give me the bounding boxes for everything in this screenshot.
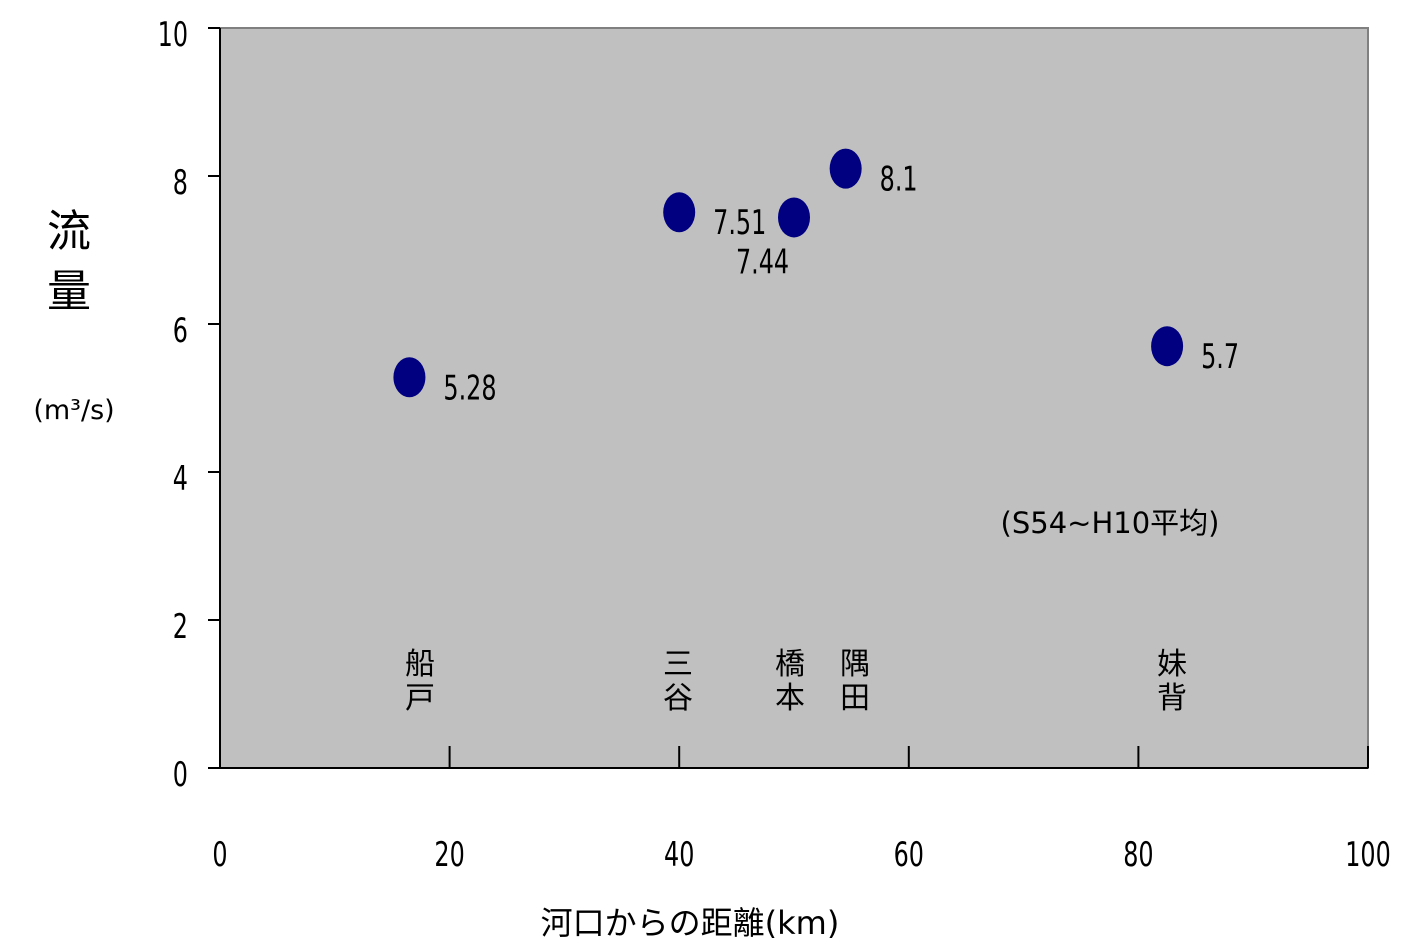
tick-labels: 0 20 40 60 80 100 0 2 4 6 8 10 — [158, 16, 1391, 875]
station-label-char: 隅 — [840, 647, 870, 682]
plot-area — [219, 27, 1369, 769]
x-tick-label: 100 — [1345, 836, 1391, 875]
station-label-char: 田 — [840, 681, 870, 716]
x-tick-label: 80 — [1123, 836, 1153, 875]
station-label-char: 谷 — [663, 681, 693, 716]
station-label-char: 背 — [1157, 681, 1187, 716]
data-label: 8.1 — [880, 160, 918, 199]
station-label-char: 本 — [775, 681, 805, 716]
y-tick-label: 6 — [173, 312, 188, 351]
station-label-char: 三 — [663, 647, 693, 682]
data-point — [778, 197, 810, 238]
station-label-char: 戸 — [405, 681, 435, 716]
y-axis-unit: (m³/s) — [33, 395, 115, 426]
data-point — [829, 148, 862, 189]
x-tick-label: 20 — [434, 836, 464, 875]
data-label: 5.28 — [443, 369, 496, 408]
y-tick-label: 8 — [173, 164, 188, 203]
data-label: 7.51 — [713, 204, 766, 243]
data-point — [1151, 326, 1184, 367]
data-point — [393, 357, 426, 398]
x-tick-label: 0 — [212, 836, 227, 875]
data-labels: 5.28 7.517.44 8.1 5.7 — [443, 160, 1239, 408]
y-axis-title: 流量 — [47, 206, 91, 317]
data-point — [663, 192, 696, 233]
data-label: 5.7 — [1201, 338, 1239, 377]
y-tick-label: 2 — [173, 608, 188, 647]
station-label-char: 橋 — [775, 647, 805, 682]
data-label: 7.44 — [736, 243, 789, 282]
station-label-char: 船 — [405, 647, 435, 682]
axes — [208, 27, 1369, 769]
x-tick-label: 40 — [664, 836, 694, 875]
x-axis-title: 河口からの距離(km) — [540, 904, 840, 942]
station-label-char: 妹 — [1157, 647, 1187, 682]
data-points — [393, 148, 1184, 398]
y-tick-label: 4 — [173, 460, 188, 499]
period-note: (S54~H10平均) — [1000, 506, 1220, 540]
x-tick-label: 60 — [894, 836, 924, 875]
y-tick-label: 0 — [173, 756, 188, 795]
y-tick-label: 10 — [158, 16, 188, 55]
